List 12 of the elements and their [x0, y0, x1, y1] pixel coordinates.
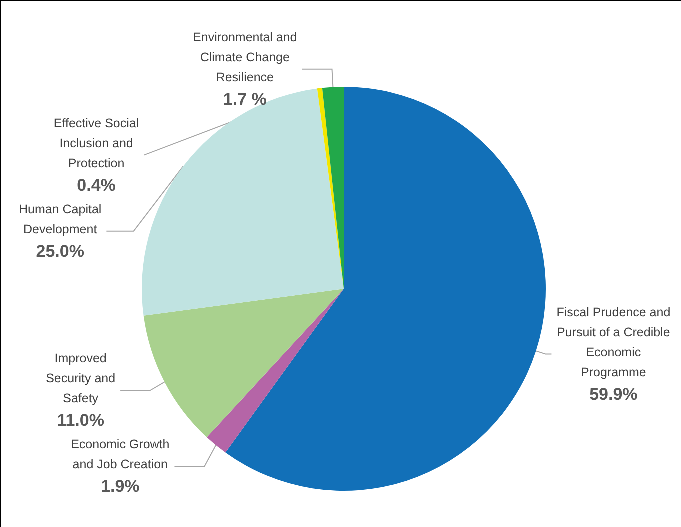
slice-label: Fiscal Prudence and Pursuit of a Credible Economic Programme — [556, 305, 671, 380]
data-label: 59.9% — [590, 384, 638, 404]
data-label: 1.7 % — [223, 90, 267, 109]
slice-label: Economic Growth and Job Creation — [71, 438, 170, 472]
slice-label: Improved Security and Safety — [46, 352, 116, 406]
slice-label: Environmental and Climate Change Resilience — [193, 30, 298, 84]
data-label: 11.0% — [57, 411, 104, 430]
slice-label: Effective Social Inclusion and Protection — [54, 116, 140, 170]
slice-label: Human Capital Development — [18, 202, 102, 236]
data-label: 1.9% — [101, 477, 140, 496]
data-label: 0.4% — [77, 176, 116, 195]
data-label: 25.0% — [36, 242, 84, 261]
